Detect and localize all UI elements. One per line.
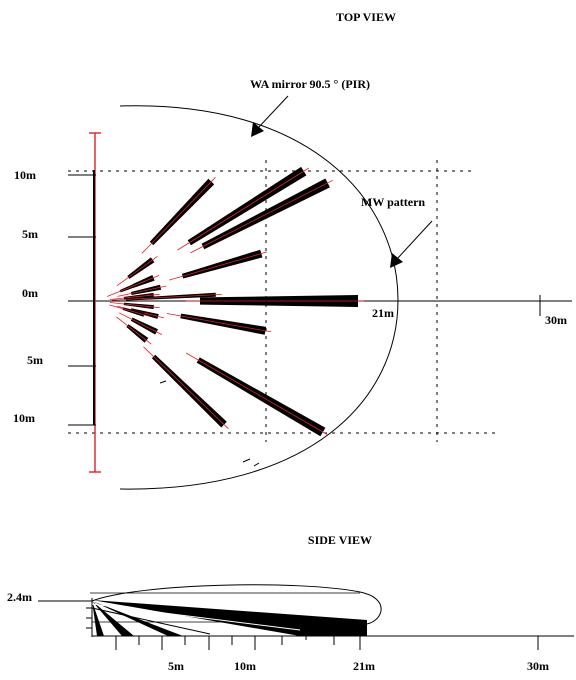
side-x-label-10m: 10m (234, 659, 256, 673)
stray-marks (159, 380, 260, 467)
zone-centerline (109, 302, 160, 309)
zone-centerline (185, 352, 329, 436)
top-view-title: TOP VIEW (336, 10, 396, 24)
zone-centerline (109, 293, 160, 300)
height-scale-bar (89, 132, 101, 473)
height-label-2-4m: 2.4m (7, 590, 32, 604)
top-view: TOP VIEW 10m 5m 0m 5m 10m (13, 10, 572, 490)
zone-centerline (116, 255, 158, 287)
side-view-beams (91, 600, 367, 636)
zone-centerline (111, 294, 222, 301)
zone-centerline (190, 179, 334, 254)
y-label-0m: 0m (22, 286, 38, 300)
zone-centerline (168, 251, 268, 281)
range-label-21m: 21m (372, 306, 394, 320)
side-x-label-21m: 21m (353, 659, 375, 673)
range-label-30m: 30m (545, 313, 567, 327)
pir-coverage-arc (119, 105, 399, 490)
zone-centerline (106, 280, 147, 297)
side-view-title: SIDE VIEW (308, 533, 372, 547)
zone-centerline (141, 177, 216, 254)
pir-detection-zones (106, 166, 364, 437)
side-view: SIDE VIEW 2.4m 5m 10m 21m (7, 533, 574, 673)
mw-pattern-label: MW pattern (361, 195, 425, 209)
zone-centerline (177, 167, 310, 251)
y-label-5m-top: 5m (22, 227, 38, 241)
zone-centerline (109, 304, 150, 317)
detection-zone (187, 166, 307, 246)
zone-centerline (119, 312, 163, 335)
zone-centerline (116, 316, 152, 345)
side-view-ticks (115, 636, 539, 650)
y-label-5m-bottom: 5m (27, 353, 43, 367)
side-x-label-5m: 5m (168, 659, 184, 673)
detection-zone (201, 178, 330, 250)
y-label-10m-top: 10m (14, 168, 36, 182)
detection-zone (181, 249, 263, 279)
zone-centerline (166, 313, 272, 333)
y-ticks (68, 174, 96, 426)
mw-side-envelope (91, 584, 382, 625)
zone-centerline (117, 285, 167, 297)
detection-zone (180, 313, 267, 335)
y-label-10m-bottom: 10m (13, 411, 35, 425)
mw-label-arrow (390, 220, 433, 268)
pir-mirror-label: WA mirror 90.5 ° (PIR) (250, 77, 370, 91)
detection-zone (196, 357, 326, 437)
zone-centerline (143, 346, 229, 430)
pir-label-arrow (251, 95, 289, 137)
detection-zone (130, 284, 162, 295)
side-x-label-30m: 30m (527, 659, 549, 673)
